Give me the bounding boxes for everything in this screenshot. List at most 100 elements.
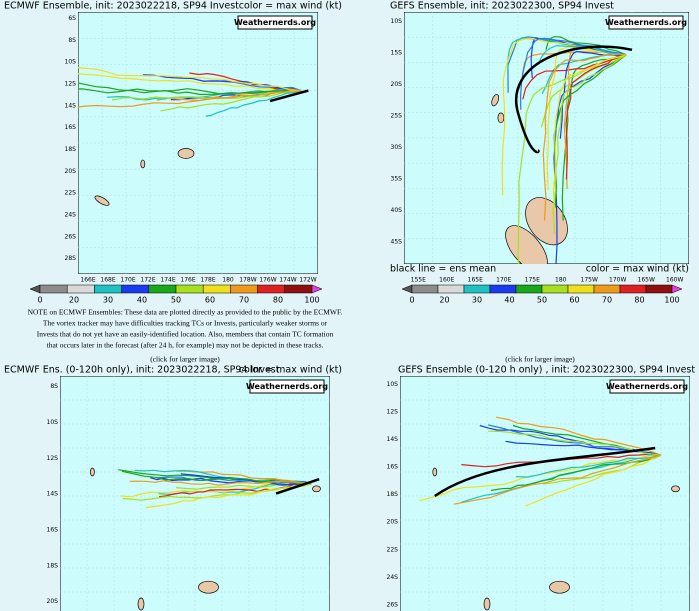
larger-image-link[interactable]: (click for larger image) (505, 355, 575, 364)
island (483, 597, 491, 611)
lat-label: 16S (387, 464, 399, 471)
ensemble-track (78, 90, 302, 108)
lon-label: 175E (525, 277, 540, 284)
legend-note: color = max wind (kt) (586, 264, 689, 275)
badge-box (237, 15, 313, 30)
map-area: Weathernerds.org (78, 12, 318, 274)
map-area: Weathernerds.org (404, 12, 689, 264)
ensemble-mean (514, 45, 633, 154)
lat-label: 18S (47, 562, 59, 569)
colorbar-segment (257, 284, 286, 294)
panel-title: GEFS Ensemble (0-120 h only) , init: 202… (398, 365, 695, 376)
lat-label: 10S (65, 59, 77, 66)
ensemble-track (545, 36, 627, 56)
note-line: that occurs later in the forecast (after… (47, 341, 324, 350)
lat-label: 24S (65, 212, 77, 219)
lon-label: 155E (411, 277, 426, 284)
island (497, 112, 505, 124)
lon-label: 176E (180, 277, 195, 284)
colorbar-label: 70 (239, 296, 249, 305)
colorbar-end (671, 284, 683, 294)
ensemble-track (525, 454, 662, 507)
badge-box (608, 15, 684, 30)
colorbar-segment (284, 284, 313, 294)
lat-label: 20S (47, 598, 59, 605)
ensemble-track (542, 53, 627, 221)
lat-label: 22S (65, 190, 77, 197)
colorbar-segment (411, 284, 439, 294)
ensemble-track (78, 73, 302, 92)
ensemble-track (453, 454, 662, 505)
panel-title: GEFS Ensemble, init: 2023022300, SP94 In… (390, 1, 614, 12)
map-panel[interactable]: ECMWF Ens. (0-120h only), init: 20230222… (4, 365, 342, 611)
island (671, 485, 680, 493)
lat-label: 12S (47, 455, 59, 462)
colorbar-segment (66, 284, 95, 294)
colorbar-segment (121, 284, 150, 294)
colorbar-label: 30 (472, 296, 482, 305)
colorbar-segment (94, 284, 122, 294)
badge: Weathernerds.org (606, 382, 688, 391)
lat-label: 6S (68, 15, 76, 22)
colorbar-label: 50 (537, 296, 547, 305)
badge-box (609, 379, 685, 394)
lat-label: 18S (387, 491, 399, 498)
island (177, 148, 195, 159)
colorbar-segment (489, 284, 517, 294)
colorbar-segment (619, 284, 647, 294)
lat-label: 45S (391, 238, 403, 245)
lat-label: 25S (391, 112, 403, 119)
lon-label: 160W (666, 277, 683, 284)
ensemble-track (129, 480, 312, 486)
lon-label: 178W (239, 277, 256, 284)
larger-image-link[interactable]: (click for larger image) (150, 355, 220, 364)
map-panel[interactable]: GEFS Ensemble (0-120 h only) , init: 202… (387, 365, 696, 611)
lat-label: 10S (47, 419, 59, 426)
colorbar-label: 100 (304, 296, 319, 305)
lat-label: 10S (391, 18, 403, 25)
colorbar-segment (541, 284, 569, 294)
colorbar-label: 80 (273, 296, 283, 305)
colorbar-label: 60 (569, 296, 579, 305)
lon-label: 174W (279, 277, 296, 284)
lon-label: 170W (609, 277, 626, 284)
map-panel[interactable]: ECMWF Ensemble, init: 2023022218, SP94 I… (4, 1, 342, 305)
badge: Weathernerds.org (234, 18, 316, 27)
lon-label: 168E (100, 277, 115, 284)
island (94, 195, 110, 206)
lon-label: 174E (160, 277, 175, 284)
lon-label: 172E (140, 277, 155, 284)
mean-note: black line = ens mean (390, 264, 496, 275)
island (137, 597, 145, 611)
lat-label: 16S (47, 527, 59, 534)
ensemble-track (180, 473, 312, 486)
lat-label: 18S (65, 146, 77, 153)
ensemble-track (552, 54, 627, 215)
colorbar-label: 20 (439, 296, 449, 305)
lon-label: 175W (581, 277, 598, 284)
lat-label: 26S (387, 601, 399, 608)
lon-label: 172W (299, 277, 316, 284)
note-line: NOTE on ECMWF Ensembles: These data are … (28, 308, 343, 317)
lon-label: 165W (638, 277, 655, 284)
lat-label: 20S (387, 519, 399, 526)
island (505, 225, 548, 264)
ensemble-mean (434, 446, 656, 498)
ensemble-track (515, 454, 662, 478)
ensemble-mean (269, 89, 309, 103)
ensemble-mean (275, 478, 320, 495)
ensemble-track (142, 74, 302, 92)
ensemble-track (111, 90, 302, 101)
ensemble-track (78, 82, 302, 96)
note-line: Invests that do not yet have an easily-i… (37, 330, 334, 339)
map-area: Weathernerds.org (60, 376, 330, 611)
note-line: The vortex tracker may have difficulties… (43, 319, 328, 328)
map-panel[interactable]: GEFS Ensemble, init: 2023022300, SP94 In… (390, 1, 689, 305)
colorbar-end (29, 284, 41, 294)
lon-label: 160E (439, 277, 454, 284)
island (140, 159, 146, 169)
island (491, 94, 500, 107)
colorbar-label: 0 (37, 296, 42, 305)
